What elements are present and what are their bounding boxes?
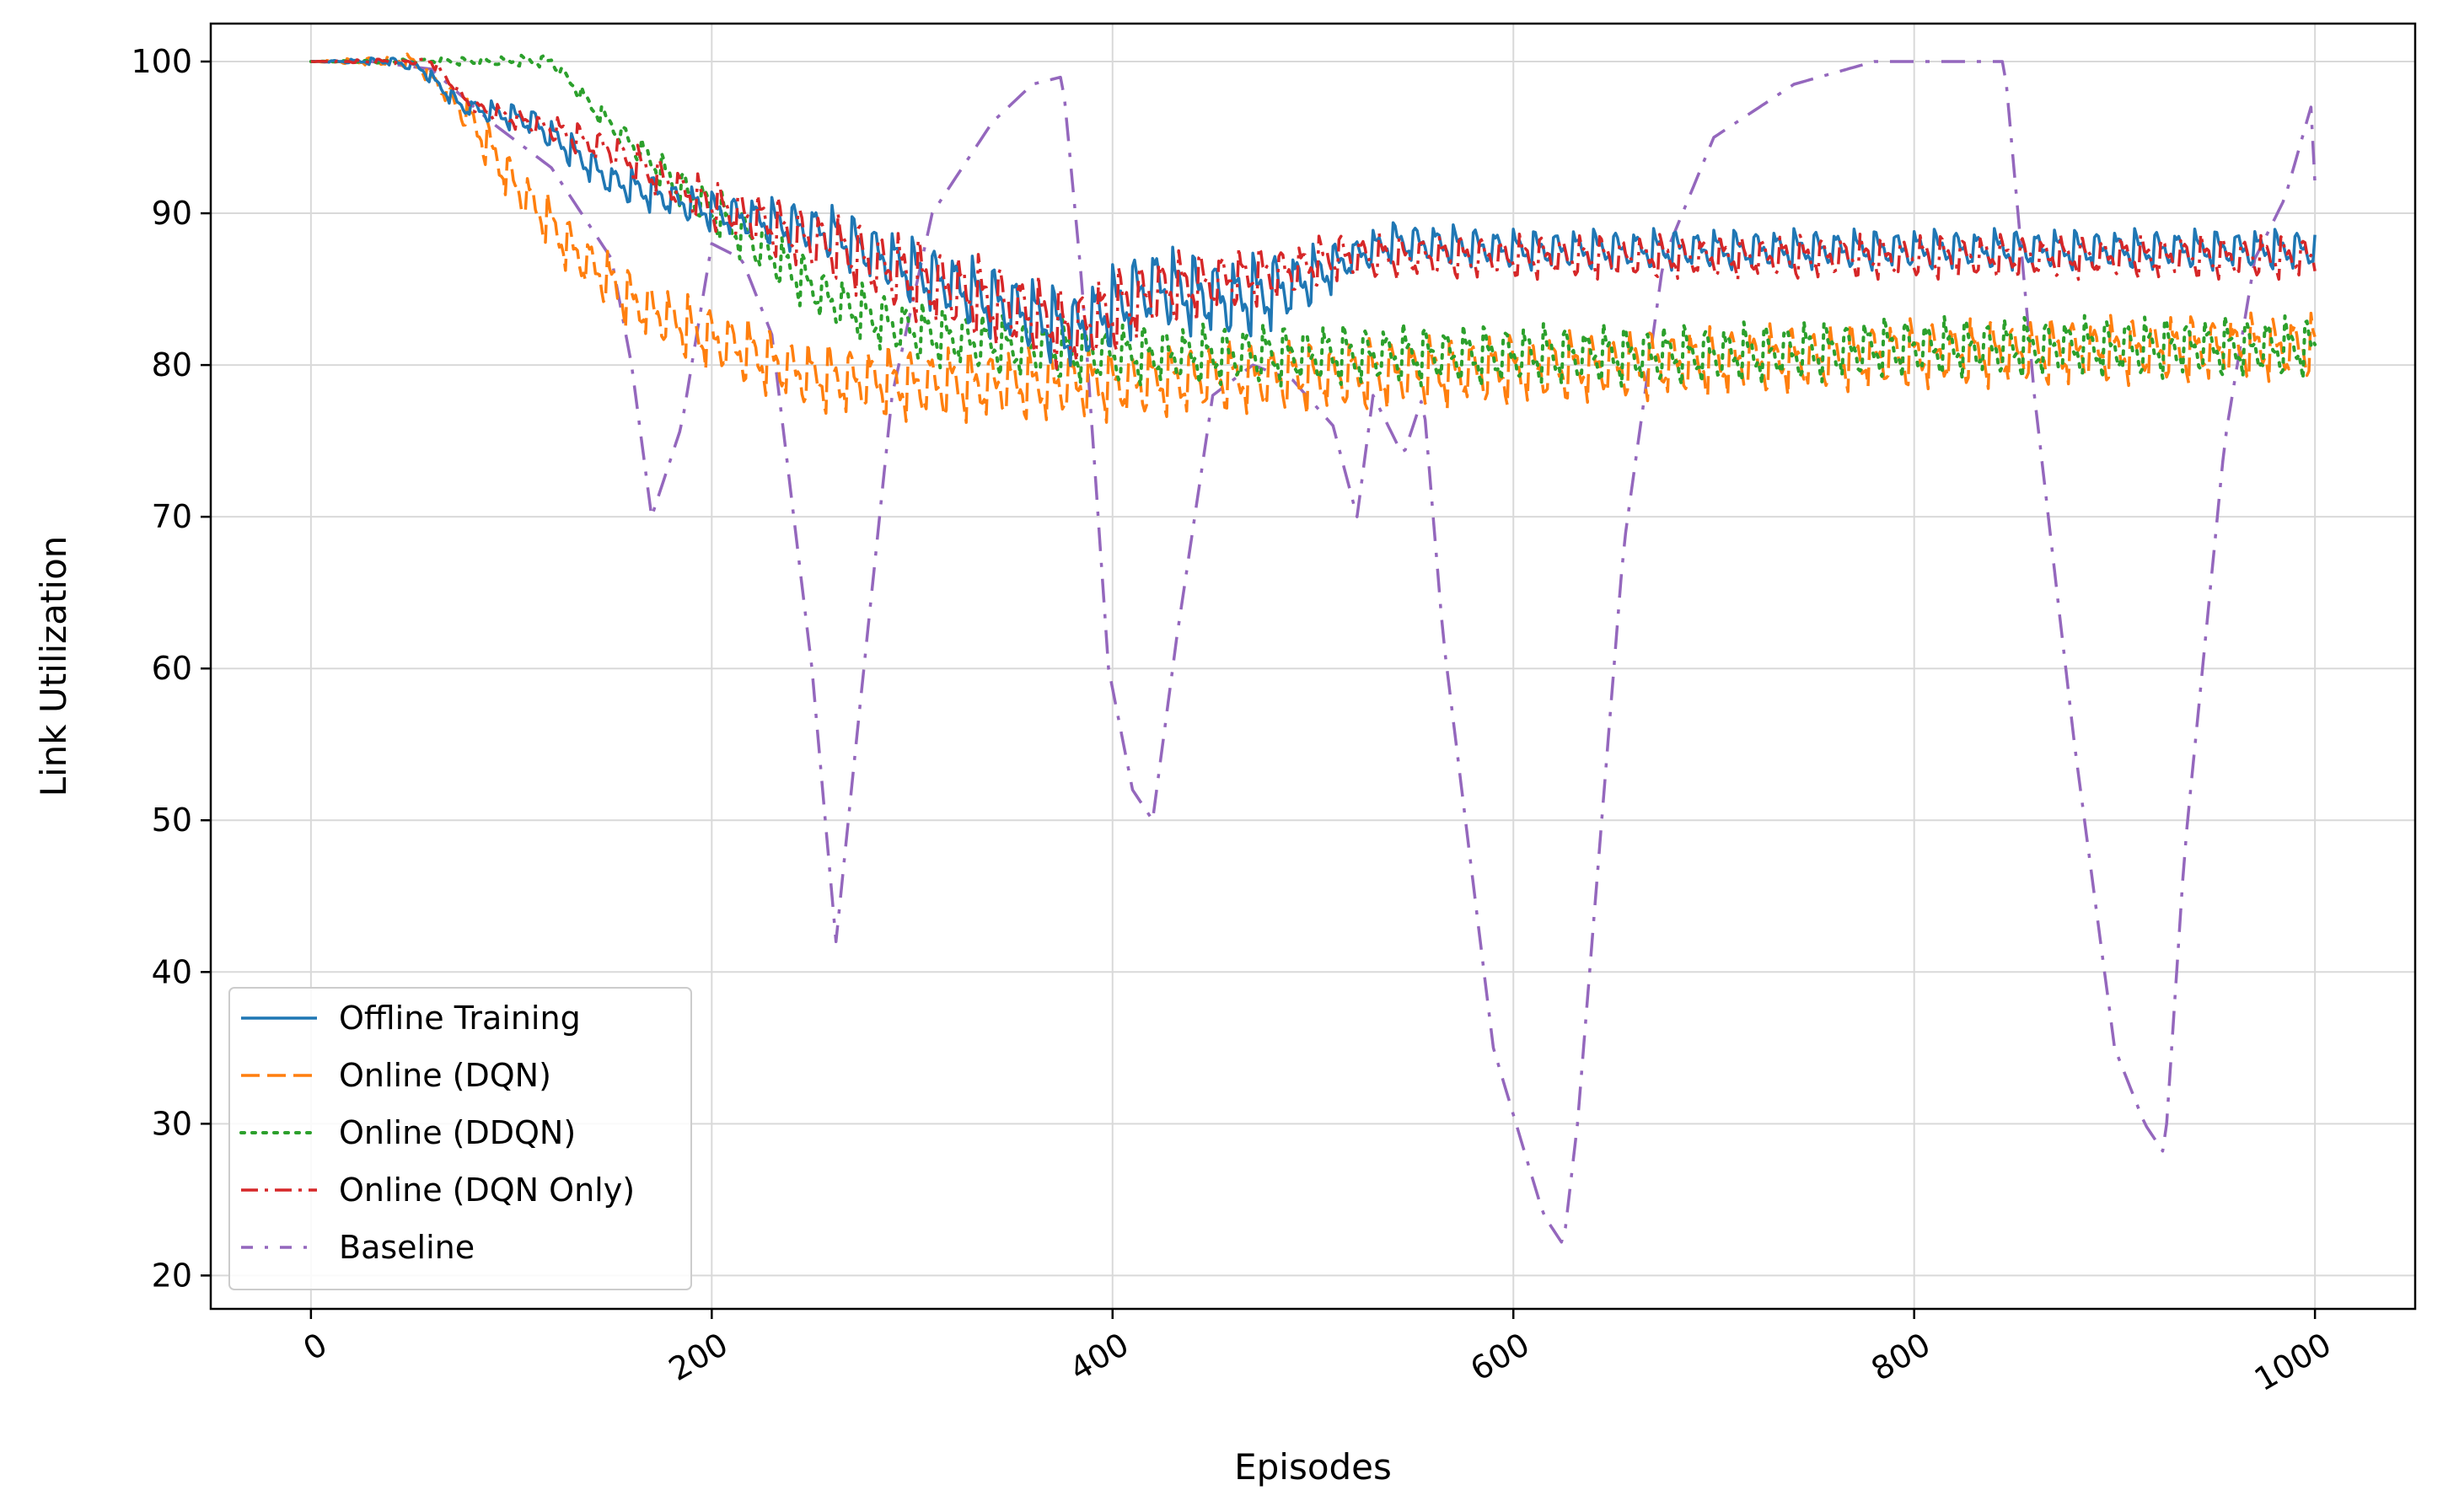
legend-label: Online (DQN)	[339, 1057, 551, 1094]
plot-frame	[209, 22, 2417, 1311]
legend-label: Baseline	[339, 1229, 475, 1266]
legend-box	[228, 987, 692, 1290]
legend: Offline Training Online (DQN) Online (DDQN…	[228, 987, 692, 1290]
y-axis-label: Link Utilization	[33, 536, 74, 797]
y-tick-label: 50	[152, 802, 192, 839]
series-line-baseline	[310, 60, 2317, 1244]
x-axis-label: Episodes	[1234, 1446, 1392, 1488]
y-tick-label: 70	[152, 498, 192, 535]
legend-label: Online (DDQN)	[339, 1114, 576, 1151]
y-tick-label: 40	[152, 953, 192, 990]
series-line-online-dqn-only	[310, 56, 2317, 370]
series-line-online-ddqn	[309, 53, 2317, 389]
y-tick-label: 100	[131, 43, 192, 80]
y-tick-label: 60	[152, 650, 192, 687]
series-lines	[309, 52, 2317, 1244]
y-tick-label: 20	[152, 1257, 192, 1294]
legend-label: Online (DQN Only)	[339, 1172, 635, 1209]
y-tick-label: 30	[152, 1105, 192, 1142]
y-tick-label: 80	[152, 346, 192, 383]
y-tick-label: 90	[152, 195, 192, 232]
legend-label: Offline Training	[339, 1000, 581, 1037]
series-line-online-dqn	[310, 52, 2317, 424]
